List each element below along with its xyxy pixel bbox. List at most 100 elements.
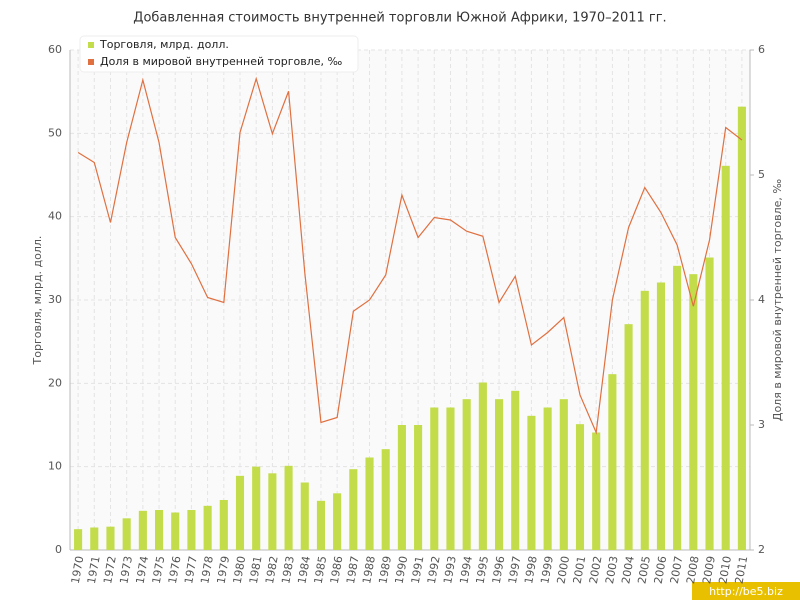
bar (624, 324, 633, 550)
x-tick-label: 1974 (134, 555, 152, 585)
x-tick-label: 1982 (263, 555, 281, 585)
bar (187, 510, 196, 550)
y-tick-label: 0 (55, 543, 62, 556)
legend-box (79, 35, 359, 73)
x-tick-label: 1998 (522, 555, 540, 585)
bar (673, 265, 682, 550)
x-tick-label: 1980 (231, 555, 249, 585)
bar (138, 510, 147, 550)
bar (608, 374, 617, 550)
x-tick-label: 2011 (733, 555, 751, 585)
legend-text: Доля в мировой внутренней торговле, ‰ (100, 55, 343, 68)
x-tick-label: 1992 (425, 555, 443, 585)
bar (397, 425, 406, 550)
bar (155, 510, 164, 550)
x-tick-label: 1995 (474, 555, 492, 585)
x-tick-label: 1994 (457, 555, 475, 585)
bar (268, 473, 277, 550)
x-tick-label: 2003 (603, 555, 621, 585)
watermark-bg (692, 582, 800, 600)
bar (737, 106, 746, 551)
bar (592, 432, 601, 550)
y-tick-label: 10 (48, 460, 62, 473)
y-tick-label: 40 (48, 210, 62, 223)
bar (446, 407, 455, 550)
bar (478, 382, 487, 550)
bar (559, 399, 568, 550)
bar (74, 529, 83, 550)
x-tick-label: 1971 (85, 555, 103, 585)
y-axis-label: Торговля, млрд. долл. (31, 236, 44, 366)
chart-title: Добавленная стоимость внутренней торговл… (133, 11, 666, 26)
x-tick-label: 2010 (716, 555, 734, 585)
y-tick-label: 30 (48, 293, 62, 306)
bar (333, 493, 342, 550)
y2-axis-label: Доля в мировой внутренней торговле, ‰ (771, 179, 784, 422)
bar (495, 399, 504, 550)
bar (235, 475, 245, 550)
x-tick-label: 1988 (360, 555, 378, 585)
bar (252, 466, 261, 550)
x-tick-label: 2006 (652, 555, 670, 585)
x-tick-label: 2000 (554, 555, 572, 585)
bar (575, 424, 585, 550)
bar (543, 407, 552, 550)
bar (430, 407, 439, 550)
x-tick-label: 2004 (619, 555, 637, 585)
x-tick-label: 2002 (587, 555, 605, 585)
x-tick-label: 2007 (668, 555, 686, 585)
x-tick-label: 1986 (328, 555, 346, 585)
x-tick-label: 2009 (700, 555, 718, 585)
x-tick-label: 1999 (538, 555, 556, 585)
bar (511, 390, 520, 550)
y2-tick-label: 6 (758, 43, 765, 56)
bar (365, 457, 374, 550)
y2-tick-label: 2 (758, 543, 765, 556)
x-tick-label: 1990 (393, 555, 411, 585)
bar (381, 449, 390, 550)
bar (721, 165, 730, 551)
bar (122, 518, 131, 550)
bar (300, 482, 309, 550)
y-tick-label: 50 (48, 126, 62, 139)
x-tick-label: 1987 (344, 555, 362, 585)
x-tick-label: 1981 (247, 555, 265, 585)
bar (689, 274, 698, 550)
x-tick-label: 2008 (684, 555, 702, 585)
y-tick-label: 60 (48, 43, 62, 56)
bar (527, 415, 536, 550)
bar (219, 500, 228, 550)
y2-tick-label: 4 (758, 293, 765, 306)
y-tick-label: 20 (48, 376, 62, 389)
bar (203, 505, 212, 550)
x-tick-label: 1979 (214, 555, 232, 585)
bar (90, 527, 99, 550)
x-tick-label: 1984 (295, 555, 313, 585)
x-tick-label: 1978 (198, 555, 216, 585)
bar (316, 500, 325, 550)
x-tick-label: 1997 (506, 555, 524, 585)
legend-text: Торговля, млрд. долл. (99, 38, 229, 51)
bar (171, 512, 180, 550)
x-tick-label: 1970 (69, 555, 87, 585)
x-tick-label: 1975 (150, 555, 168, 585)
x-tick-label: 2005 (635, 555, 653, 585)
x-tick-label: 1996 (490, 555, 508, 585)
x-tick-label: 1972 (101, 555, 119, 585)
x-tick-label: 1985 (312, 555, 330, 585)
watermark: http://be5.biz (709, 585, 783, 598)
x-tick-label: 1983 (279, 555, 297, 585)
x-tick-label: 1993 (441, 555, 459, 585)
y2-tick-label: 3 (758, 418, 765, 431)
y2-tick-label: 5 (758, 168, 765, 181)
bar (656, 282, 665, 550)
line (77, 76, 743, 435)
bar (462, 399, 471, 550)
x-tick-label: 2001 (571, 555, 589, 585)
x-tick-label: 1977 (182, 555, 200, 585)
x-tick-label: 1973 (117, 555, 135, 585)
bar (349, 469, 358, 550)
legend-swatch (88, 59, 94, 65)
bar (106, 526, 115, 550)
